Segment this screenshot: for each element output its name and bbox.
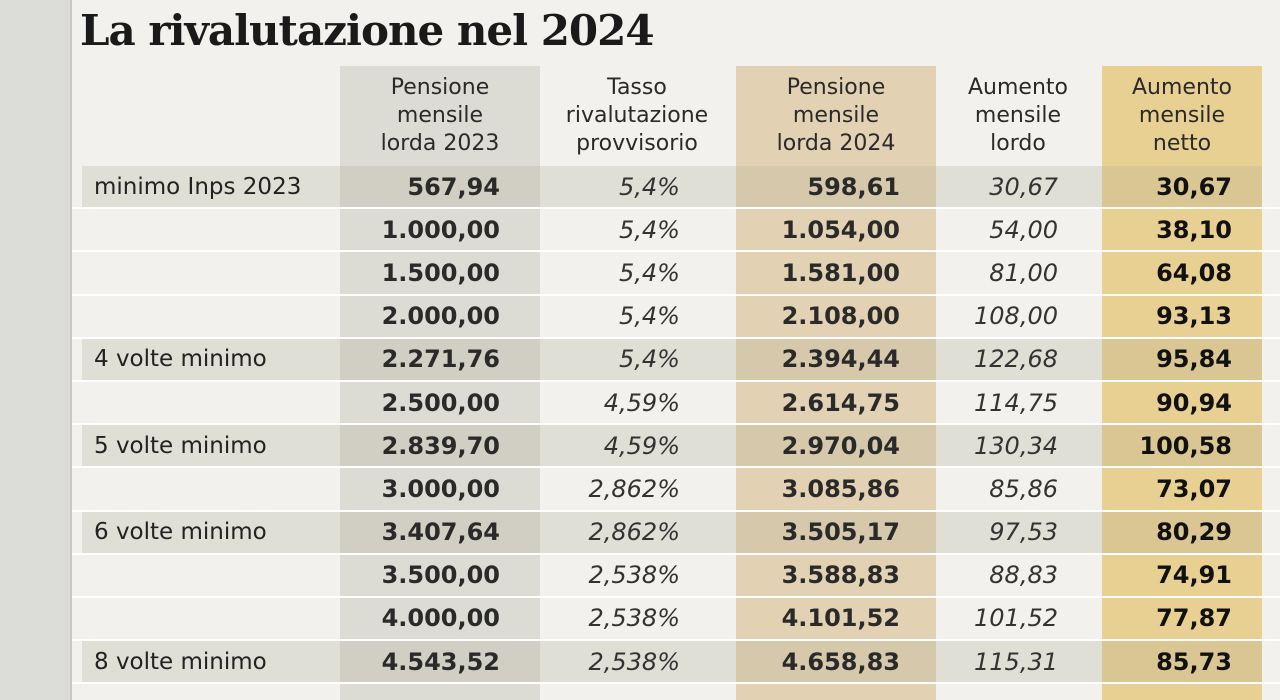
cell-aumento-netto: 80,29 — [1156, 518, 1232, 547]
cell-pensione-2023: 3.407,64 — [381, 518, 500, 547]
cell-tasso: 5,4% — [619, 215, 680, 244]
cell-tasso: 2,862% — [588, 518, 680, 547]
column-band-netto — [1102, 66, 1262, 700]
cell-pensione-2024: 2.614,75 — [781, 388, 900, 417]
cell-aumento-netto: 93,13 — [1156, 302, 1232, 331]
cell-pensione-2023: 1.500,00 — [381, 258, 500, 287]
cell-pensione-2024: 598,61 — [807, 172, 900, 201]
header-aumento-netto: Aumento mensile netto — [1132, 75, 1232, 156]
cell-aumento-netto: 73,07 — [1156, 474, 1232, 503]
article-page: La rivalutazione nel 2024 Pensione mensi… — [70, 0, 1280, 700]
cell-aumento-lordo: 122,68 — [974, 345, 1058, 374]
cell-pensione-2024: 1.581,00 — [781, 258, 900, 287]
column-band-2023 — [340, 66, 540, 700]
cell-aumento-lordo: 30,67 — [989, 172, 1058, 201]
table-row: 6 volte minimo 3.407,64 2,862% 3.505,17 97,5… — [72, 511, 1280, 555]
cell-tasso: 4,59% — [603, 431, 680, 460]
cell-aumento-lordo: 114,75 — [974, 388, 1058, 417]
cell-aumento-lordo: 108,00 — [974, 302, 1058, 331]
cell-aumento-netto: 64,08 — [1156, 258, 1232, 287]
cell-tasso: 2,538% — [588, 561, 680, 590]
row-label — [84, 296, 344, 337]
table-row: 3.000,00 2,862% 3.085,86 85,86 73,07 — [72, 468, 1280, 512]
header-pensione-2023: Pensione mensile lorda 2023 — [380, 75, 500, 156]
cell-tasso: 4,59% — [603, 388, 680, 417]
cell-aumento-netto: 77,87 — [1156, 604, 1232, 633]
cell-pensione-2023: 4.543,52 — [381, 647, 500, 676]
table-row: minimo Inps 2023 567,94 5,4% 598,61 30,67 30,… — [72, 166, 1280, 210]
table-row: 2.500,00 4,59% 2.614,75 114,75 90,94 — [72, 382, 1280, 426]
cell-pensione-2024: 1.054,00 — [781, 215, 900, 244]
cell-aumento-lordo: 101,52 — [974, 604, 1058, 633]
page-title: La rivalutazione nel 2024 — [80, 6, 655, 55]
cell-pensione-2023: 567,94 — [407, 172, 500, 201]
cell-aumento-lordo: 88,83 — [989, 561, 1058, 590]
row-label — [84, 252, 344, 293]
cell-aumento-lordo: 81,00 — [989, 258, 1058, 287]
row-label — [84, 598, 344, 639]
cell-aumento-netto: 30,67 — [1156, 172, 1232, 201]
cell-pensione-2023: 2.839,70 — [381, 431, 500, 460]
cell-tasso: 2,538% — [588, 647, 680, 676]
cell-pensione-2023: 4.000,00 — [381, 604, 500, 633]
table-row: 4 volte minimo 2.271,76 5,4% 2.394,44 122,68… — [72, 338, 1280, 382]
cell-tasso: 5,4% — [619, 345, 680, 374]
cell-pensione-2023: 2.271,76 — [381, 345, 500, 374]
row-label — [84, 209, 344, 250]
cell-tasso: 5,4% — [619, 172, 680, 201]
cell-aumento-lordo: 97,53 — [989, 518, 1058, 547]
table-row: 3.500,00 2,538% 3.588,83 88,83 74,91 — [72, 555, 1280, 598]
row-label: 8 volte minimo — [94, 648, 267, 675]
row-label — [84, 555, 344, 596]
row-label: 5 volte minimo — [94, 432, 267, 459]
cell-aumento-lordo: 115,31 — [974, 647, 1058, 676]
table-row: 2.000,00 5,4% 2.108,00 108,00 93,13 — [72, 296, 1280, 339]
table-row: 5 volte minimo 2.839,70 4,59% 2.970,04 130,3… — [72, 425, 1280, 469]
cell-pensione-2023: 3.000,00 — [381, 474, 500, 503]
cell-pensione-2024: 4.658,83 — [781, 647, 900, 676]
cell-aumento-netto: 90,94 — [1156, 388, 1232, 417]
table-row: 1.500,00 5,4% 1.581,00 81,00 64,08 — [72, 252, 1280, 296]
row-label — [84, 382, 344, 423]
cell-aumento-netto: 95,84 — [1156, 345, 1232, 374]
cell-aumento-netto: 38,10 — [1156, 215, 1232, 244]
cell-aumento-netto: 85,73 — [1156, 647, 1232, 676]
cell-aumento-netto: 74,91 — [1156, 561, 1232, 590]
row-label: minimo Inps 2023 — [94, 173, 302, 200]
row-label: 6 volte minimo — [94, 519, 267, 546]
cell-tasso: 2,538% — [588, 604, 680, 633]
cell-pensione-2023: 2.000,00 — [381, 302, 500, 331]
row-label — [84, 468, 344, 509]
cell-pensione-2023: 2.500,00 — [381, 388, 500, 417]
cell-pensione-2023: 3.500,00 — [381, 561, 500, 590]
column-band-2024 — [736, 66, 936, 700]
row-label: 4 volte minimo — [94, 346, 267, 373]
cell-tasso: 5,4% — [619, 302, 680, 331]
cell-pensione-2024: 3.588,83 — [781, 561, 900, 590]
cell-tasso: 2,862% — [588, 474, 680, 503]
pension-table: minimo Inps 2023 567,94 5,4% 598,61 30,67 30,… — [72, 166, 1280, 685]
header-aumento-lordo: Aumento mensile lordo — [968, 75, 1068, 156]
cell-pensione-2024: 2.970,04 — [781, 431, 900, 460]
header-tasso: Tasso rivalutazione provvisorio — [565, 75, 709, 156]
header-pensione-2024: Pensione mensile lorda 2024 — [776, 75, 896, 156]
table-row: 1.000,00 5,4% 1.054,00 54,00 38,10 — [72, 209, 1280, 253]
cell-aumento-lordo: 85,86 — [989, 474, 1058, 503]
cell-pensione-2024: 3.505,17 — [781, 518, 900, 547]
cell-pensione-2024: 3.085,86 — [781, 474, 900, 503]
cell-aumento-lordo: 130,34 — [974, 431, 1058, 460]
cell-aumento-lordo: 54,00 — [989, 215, 1058, 244]
cell-pensione-2024: 2.108,00 — [781, 302, 900, 331]
cell-pensione-2023: 1.000,00 — [381, 215, 500, 244]
table-row: 8 volte minimo 4.543,52 2,538% 4.658,83 115,… — [72, 641, 1280, 685]
table-row: 4.000,00 2,538% 4.101,52 101,52 77,87 — [72, 598, 1280, 642]
cell-tasso: 5,4% — [619, 258, 680, 287]
cell-pensione-2024: 2.394,44 — [781, 345, 900, 374]
cell-aumento-netto: 100,58 — [1139, 431, 1232, 460]
cell-pensione-2024: 4.101,52 — [781, 604, 900, 633]
